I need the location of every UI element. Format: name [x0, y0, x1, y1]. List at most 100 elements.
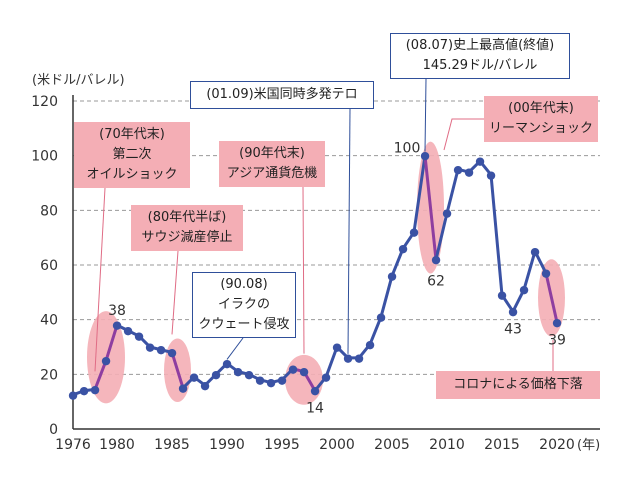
annotation-corona-line1: コロナによる価格下落	[453, 377, 583, 392]
ytick-60: 60	[40, 258, 58, 274]
connector-kuwait	[226, 337, 244, 360]
annotation-oil-shock-line3: オイルショック	[86, 167, 178, 182]
line-segment-1993	[258, 378, 273, 385]
line-segment-2002	[357, 342, 372, 360]
price-points: ● ● ●●● ● ●● ● ●●●●●●● ● ● ● ●● ●●●●● ●●●●●●●●●● ●●●●…	[68, 149, 562, 401]
data-label-2009: 62	[427, 274, 445, 290]
annotation-saudi-line1: (80年代半ば)	[147, 210, 227, 225]
line-segment-1978	[93, 359, 108, 391]
line-segment-1977	[82, 387, 97, 393]
x-unit-label: (年)	[577, 438, 600, 453]
line-segment-2015	[500, 293, 515, 313]
annotation-asia: (90年代末) アジア通貨危機	[219, 141, 325, 187]
point-1984: ●	[156, 343, 166, 356]
annotation-lehman: (00年代末) リーマンショック	[484, 96, 598, 142]
point-1997: ●	[299, 365, 309, 378]
annotation-kuwait: (90.08) イラクの クウェート侵攻	[192, 272, 296, 338]
annotation-record-line2: 145.29ドル/バレル	[422, 58, 538, 73]
line-segment-2017	[522, 249, 537, 292]
point-2016: ●	[508, 305, 518, 318]
xtick-1976: 1976	[55, 437, 91, 453]
ytick-40: 40	[40, 313, 58, 329]
point-1976: ●	[68, 388, 78, 401]
point-2010: ●	[442, 207, 452, 220]
point-1987: ●	[189, 371, 199, 384]
point-2011: ●	[453, 163, 463, 176]
point-1988: ●	[200, 379, 210, 392]
annotation-kuwait-line2: イラクの	[217, 297, 270, 312]
point-1994: ●	[266, 376, 276, 389]
annotation-connectors	[94, 78, 554, 372]
annotation-asia-line2: アジア通貨危機	[226, 166, 318, 181]
line-segment-2006	[401, 230, 416, 251]
line-segment-1987	[192, 375, 207, 387]
line-segment-2009	[434, 211, 449, 262]
line-segment-2010	[445, 167, 460, 215]
line-segment-1983	[148, 345, 163, 352]
point-1999: ●	[321, 371, 331, 384]
connector-oil-shock	[94, 187, 106, 372]
connector-saudi	[171, 250, 179, 335]
annotation-oil-shock-line1: (70年代末)	[99, 127, 165, 142]
xtick-2015: 2015	[484, 437, 520, 453]
point-1992: ●	[244, 368, 254, 381]
line-segment-2016	[511, 288, 526, 313]
annotation-asia-line1: (90年代末)	[239, 146, 305, 161]
ytick-100: 100	[31, 149, 58, 165]
annotation-lehman-line2: リーマンショック	[489, 121, 594, 136]
point-2005: ●	[387, 269, 397, 282]
xtick-2010: 2010	[429, 437, 465, 453]
connector-asia	[302, 186, 305, 354]
point-1985: ●	[167, 346, 177, 359]
point-1983: ●	[145, 341, 155, 354]
connector-terror	[347, 108, 351, 354]
ytick-0: 0	[49, 422, 58, 438]
xtick-1990: 1990	[209, 437, 245, 453]
line-segment-1999	[324, 345, 339, 379]
point-2017: ●	[519, 283, 529, 296]
data-label-2020: 39	[548, 332, 566, 348]
point-2006: ●	[398, 242, 408, 255]
highlight-ellipse-2	[285, 354, 323, 405]
annotation-corona: コロナによる価格下落	[436, 371, 600, 399]
point-2002: ●	[354, 351, 364, 364]
point-2007: ●	[409, 226, 419, 239]
tick-labels: 0 20 40 60 80 100 120 1976 1980 1985 1990 1995 2000 2…	[31, 73, 600, 453]
line-segment-2008	[423, 154, 438, 262]
line-segment-2005	[390, 247, 405, 278]
point-1991: ●	[233, 365, 243, 378]
line-segment-1984	[159, 348, 174, 354]
line-segment-2018	[533, 249, 548, 275]
price-line	[71, 154, 559, 397]
data-label-2016: 43	[504, 321, 522, 337]
axes	[72, 95, 600, 430]
line-segment-1988	[203, 372, 218, 387]
data-labels: 38 14 100 62 43 39	[108, 141, 566, 417]
line-segment-1976	[71, 389, 86, 397]
point-1995: ●	[277, 373, 287, 386]
ytick-20: 20	[40, 367, 58, 383]
line-segment-2012	[467, 159, 482, 174]
line-segment-2013	[478, 159, 493, 177]
line-segment-1991	[236, 370, 251, 376]
point-1990: ●	[222, 357, 232, 370]
line-segment-2000	[335, 345, 350, 360]
data-label-2008: 100	[394, 141, 421, 157]
line-segment-1979	[104, 323, 119, 363]
point-2001: ●	[343, 351, 353, 364]
point-1998: ●	[310, 384, 320, 397]
point-2020: ●	[552, 316, 562, 329]
point-1993: ●	[255, 373, 265, 386]
annotation-oil-shock-line2: 第二次	[112, 147, 152, 162]
line-segment-1982	[137, 334, 152, 349]
annotation-record-line1: (08.07)史上最高値(終値)	[405, 38, 555, 53]
point-2000: ●	[332, 341, 342, 354]
point-2008: ●	[420, 149, 430, 162]
line-segment-2004	[379, 274, 394, 319]
point-2019: ●	[541, 267, 551, 280]
point-1986: ●	[178, 382, 188, 395]
line-segment-2019	[544, 271, 559, 324]
point-2015: ●	[497, 289, 507, 302]
xtick-1980: 1980	[99, 437, 135, 453]
